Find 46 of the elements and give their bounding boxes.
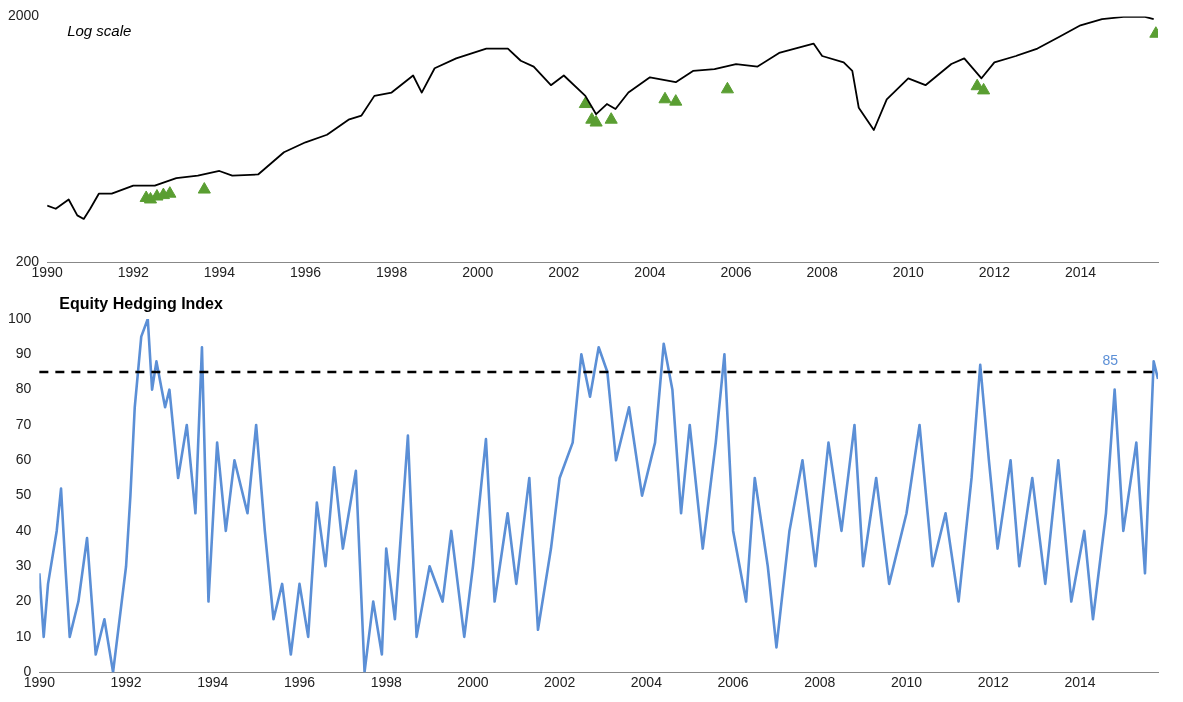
y-tick-label: 10 [15, 627, 32, 644]
y-tick-label: 70 [15, 415, 32, 432]
point [578, 96, 592, 109]
point [720, 81, 734, 94]
x-tick-label: 1998 [370, 674, 402, 691]
x-tick-label: 2012 [977, 674, 1010, 691]
y-tick-label: 2000 [7, 7, 40, 24]
point [658, 91, 672, 104]
y-tick-label: 100 [8, 309, 32, 326]
y-tick-label: 40 [15, 521, 32, 538]
x-tick-label: 1996 [283, 674, 316, 691]
x-tick-label: 1992 [110, 674, 142, 691]
point [977, 82, 991, 95]
point [589, 115, 603, 127]
point [197, 182, 211, 194]
y-tick-label: 20 [15, 592, 32, 609]
text: Log scale [67, 22, 132, 40]
y-tick-label: 50 [15, 486, 32, 503]
x-tick-label: 1994 [197, 674, 229, 691]
x-tick-label: 2006 [717, 674, 749, 691]
x-tick-label: 2010 [892, 264, 925, 281]
x-tick-label: 2008 [806, 264, 838, 281]
y-tick-label: 30 [15, 557, 32, 574]
y-tick-label: 90 [15, 345, 32, 362]
y-tick-label: 80 [15, 380, 32, 397]
x-tick-label: 2006 [720, 264, 752, 281]
x-tick-label: 2010 [890, 674, 923, 691]
x-tick-label: 2000 [457, 674, 489, 691]
x-tick-label: 2002 [548, 264, 580, 281]
chart-title: Equity Hedging Index [59, 295, 224, 312]
x-tick-label: 2008 [804, 674, 836, 691]
x-tick-label: 2014 [1064, 674, 1096, 691]
x-tick-label: 2002 [544, 674, 576, 691]
x-tick-label: 2014 [1064, 264, 1097, 281]
x-tick-label: 2004 [634, 264, 666, 281]
x-tick-label: 2004 [630, 674, 663, 691]
point [669, 94, 683, 106]
x-tick-label: 2000 [462, 264, 494, 281]
x-tick-label: 1996 [289, 264, 322, 281]
y-tick-label: 60 [15, 451, 32, 468]
x-tick-label: 1998 [376, 264, 408, 281]
x-tick-label: 1994 [203, 264, 236, 281]
ref-line-label: 85 [1102, 351, 1119, 368]
point [604, 112, 618, 124]
x-tick-label: 2012 [978, 264, 1011, 281]
x-tick-label: 1992 [117, 264, 150, 281]
